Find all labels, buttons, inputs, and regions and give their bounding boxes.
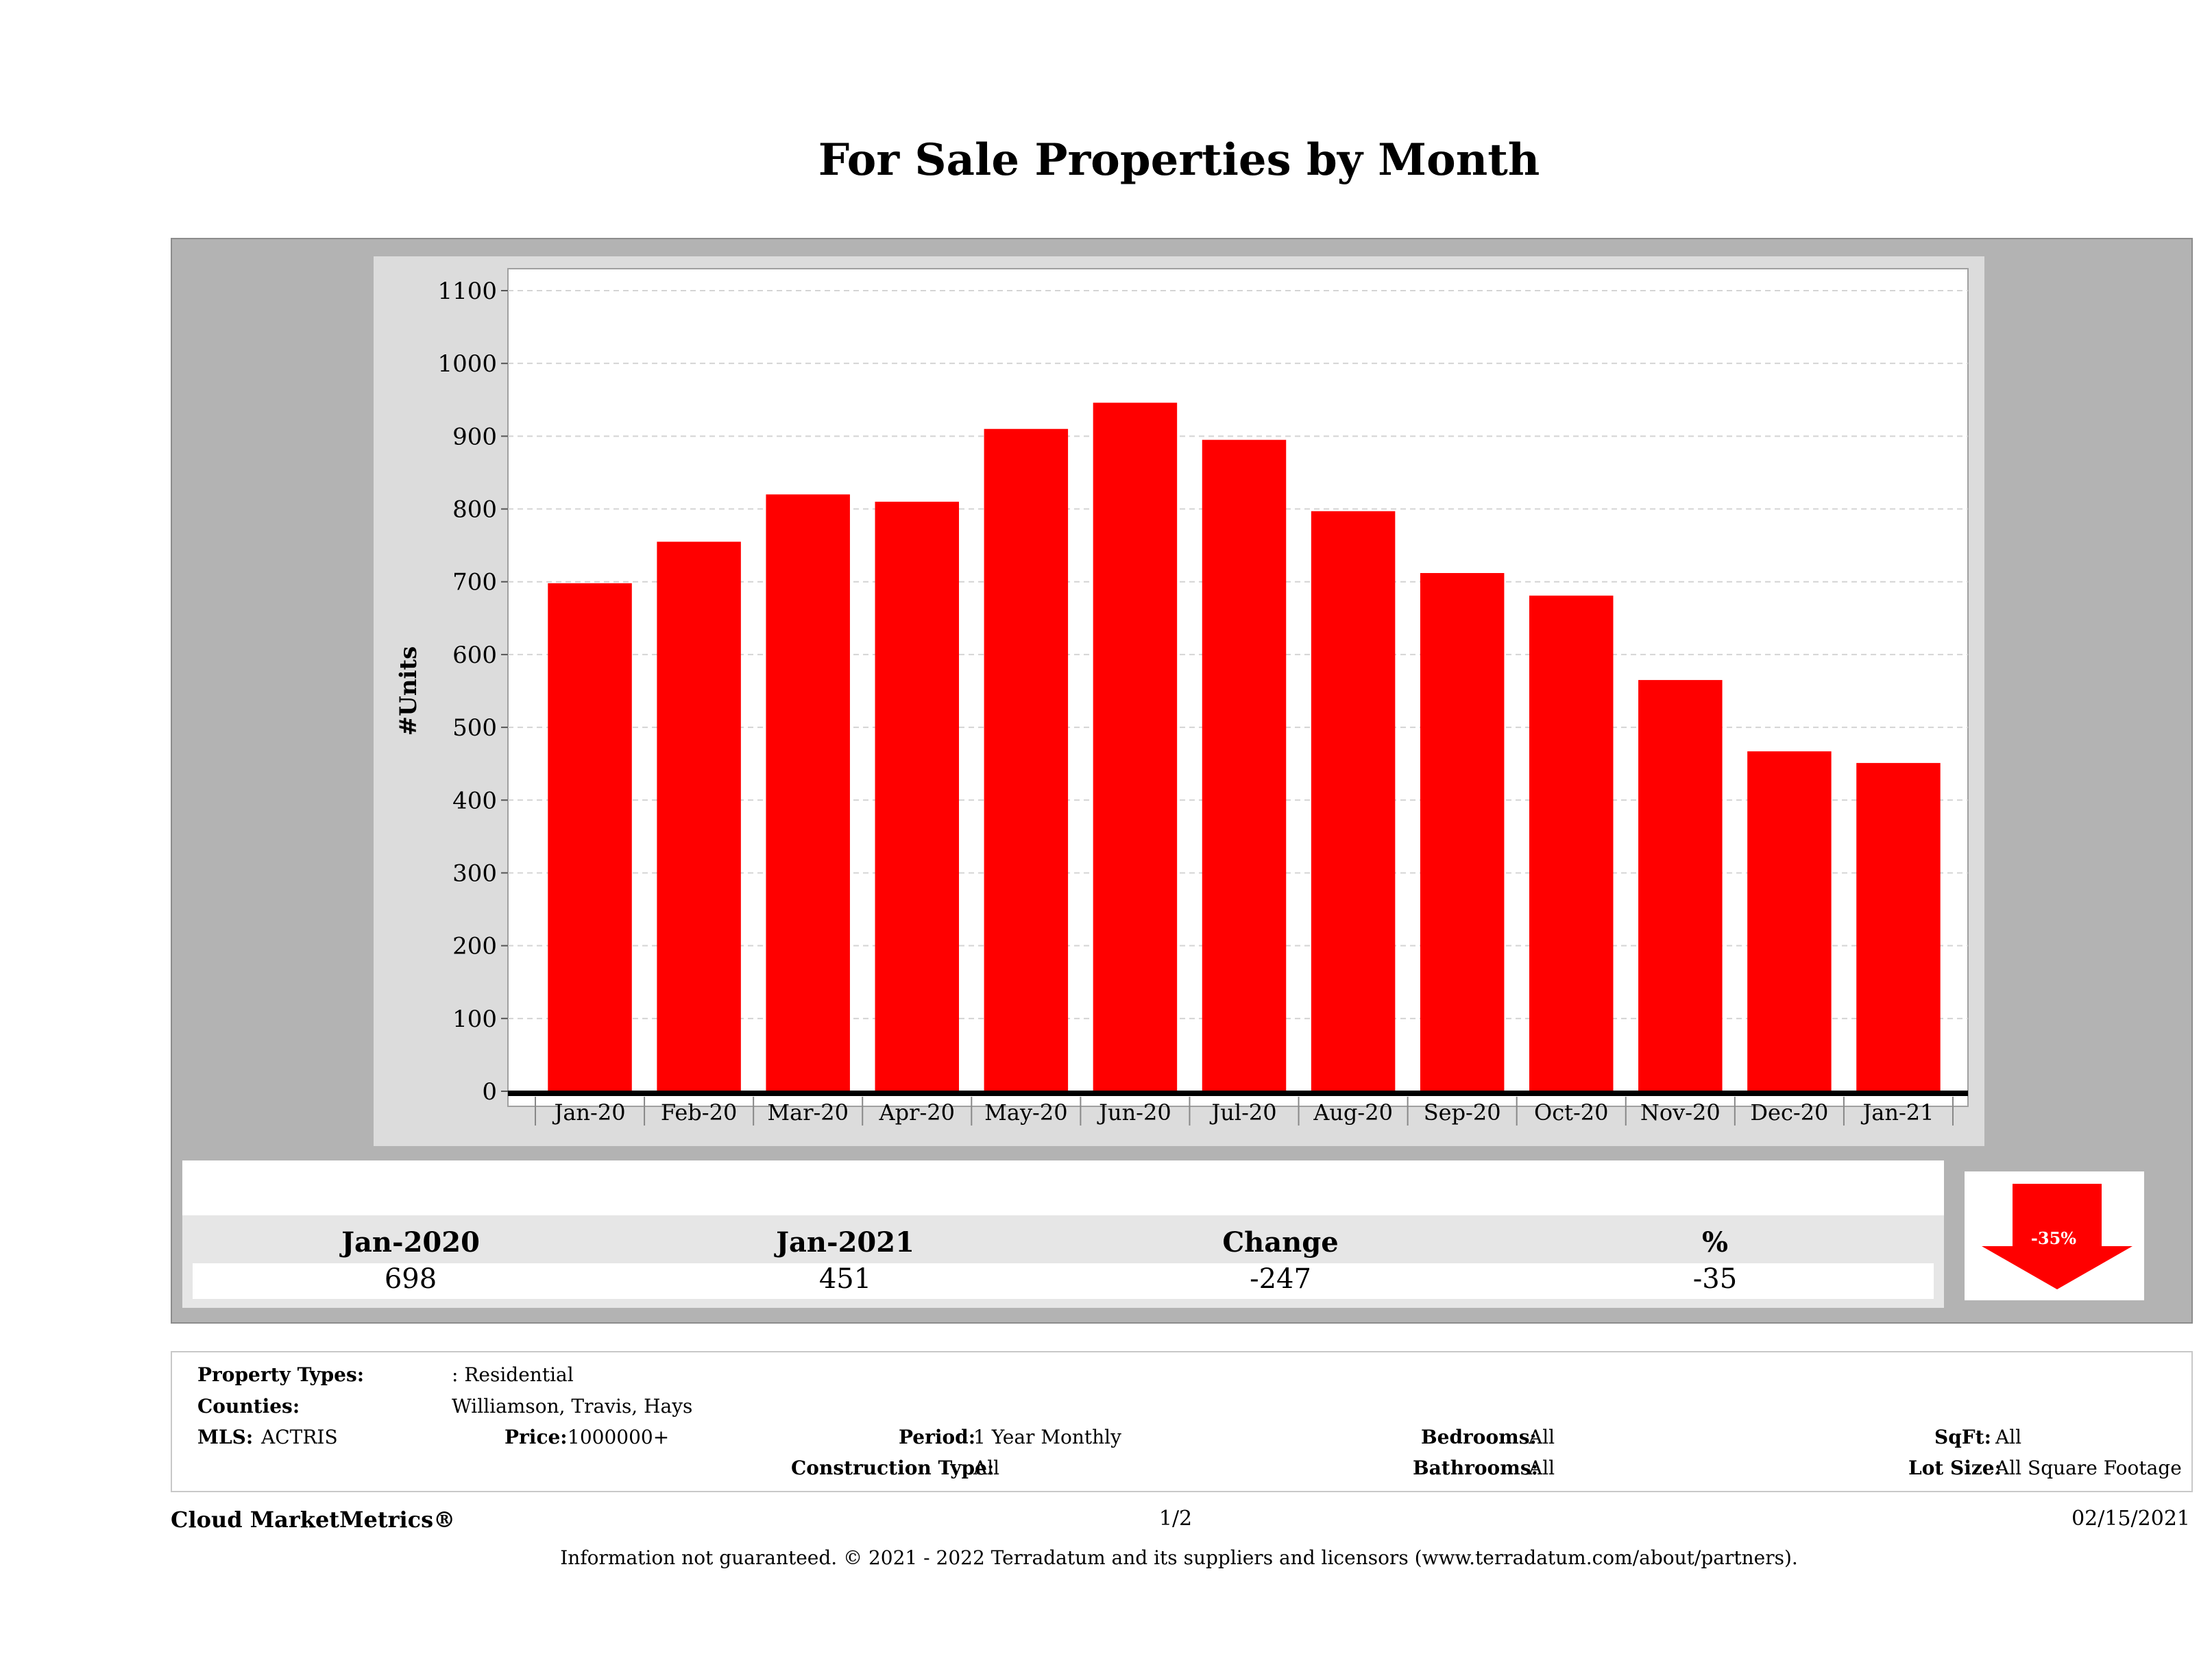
y-tick-label: 100 [452, 1006, 497, 1033]
x-tick-label: Jul-20 [1209, 1099, 1276, 1126]
report-criteria: Property Types: : Residential Counties: … [171, 1351, 2193, 1492]
x-tick-label: Nov-20 [1640, 1099, 1721, 1126]
y-tick-label: 200 [452, 933, 497, 960]
period-value: 1 Year Monthly [973, 1426, 1121, 1448]
period-label: Period: [899, 1426, 976, 1448]
construction-type-value: All [973, 1457, 1000, 1479]
y-tick-label: 400 [452, 787, 497, 814]
lot-size-label: Lot Size: [1908, 1457, 2002, 1479]
summary-header-percent: % [1701, 1226, 1728, 1258]
x-tick-label: Jan-21 [1860, 1099, 1934, 1126]
property-types-label: Property Types: [197, 1363, 365, 1386]
counties-value: Williamson, Travis, Hays [452, 1395, 693, 1418]
brand-name: Cloud MarketMetrics® [171, 1507, 456, 1533]
y-axis-label: #Units [395, 646, 422, 736]
change-indicator: -35% [1965, 1171, 2144, 1300]
y-tick-label: 300 [452, 860, 497, 887]
x-tick-label: Feb-20 [661, 1099, 737, 1126]
y-tick-label: 1000 [437, 350, 497, 378]
summary-header-start: Jan-2020 [341, 1226, 480, 1258]
mls-label: MLS: [197, 1426, 254, 1448]
x-tick-label: Oct-20 [1534, 1099, 1609, 1126]
report-date: 02/15/2021 [2071, 1507, 2190, 1531]
x-tick-label: May-20 [984, 1099, 1067, 1126]
price-value: 1000000+ [568, 1426, 670, 1448]
bar [766, 494, 850, 1091]
bar [1093, 402, 1178, 1091]
bar [657, 542, 741, 1091]
y-tick-label: 600 [452, 642, 497, 669]
x-tick-label: Jan-20 [552, 1099, 626, 1126]
lot-size-value: All Square Footage [1995, 1457, 2182, 1479]
summary-value-change: -247 [1250, 1263, 1311, 1295]
summary-spacer [193, 1170, 1934, 1215]
bar [984, 428, 1069, 1091]
bar [1311, 511, 1396, 1091]
bar [1529, 595, 1614, 1091]
y-tick-label: 800 [452, 496, 497, 524]
construction-type-label: Construction Type: [791, 1457, 995, 1479]
price-label: Price: [505, 1426, 568, 1448]
bar [1747, 751, 1832, 1091]
disclaimer: Information not guaranteed. © 2021 - 202… [560, 1546, 1798, 1569]
y-tick-label: 700 [452, 569, 497, 596]
summary-values-row [193, 1263, 1934, 1299]
bar [548, 583, 632, 1091]
y-tick-label: 900 [452, 423, 497, 450]
sqft-value: All [1995, 1426, 2022, 1448]
down-arrow-icon [1982, 1184, 2132, 1289]
mls-value: ACTRIS [261, 1426, 338, 1448]
summary-header-end: Jan-2021 [776, 1226, 914, 1258]
bar [1420, 572, 1505, 1091]
page-title: For Sale Properties by Month [818, 134, 1540, 186]
summary-value-percent: -35 [1692, 1263, 1738, 1295]
bathrooms-label: Bathrooms: [1413, 1457, 1538, 1479]
bedrooms-label: Bedrooms: [1421, 1426, 1537, 1448]
summary-value-end: 451 [818, 1263, 872, 1295]
x-tick-label: Jun-20 [1097, 1099, 1171, 1126]
bedrooms-value: All [1529, 1426, 1555, 1448]
bar [1638, 680, 1723, 1091]
bathrooms-value: All [1529, 1457, 1555, 1479]
x-tick-label: Sep-20 [1424, 1099, 1501, 1126]
y-tick-label: 500 [452, 714, 497, 742]
x-tick-label: Aug-20 [1313, 1099, 1393, 1126]
x-tick-label: Apr-20 [879, 1099, 955, 1126]
page-number: 1/2 [1158, 1507, 1193, 1531]
x-tick-label: Dec-20 [1750, 1099, 1828, 1126]
summary-header-change: Change [1222, 1226, 1339, 1258]
sqft-label: SqFt: [1934, 1426, 1991, 1448]
bar [875, 501, 960, 1091]
change-percent-label: -35% [2030, 1228, 2077, 1248]
counties-label: Counties: [197, 1395, 300, 1418]
y-tick-label: 1100 [437, 278, 497, 305]
x-tick-label: Mar-20 [767, 1099, 849, 1126]
property-types-value: : Residential [452, 1363, 574, 1386]
bar-chart: 0 100 200 300 400 500 600 700 800 900 1000 1100 #Uni… [395, 268, 1969, 1126]
summary-table: Jan-2020 Jan-2021 Change % 698 451 -247 … [182, 1160, 1944, 1308]
bar [1856, 763, 1941, 1091]
y-tick-label: 0 [482, 1078, 497, 1106]
bar [1202, 439, 1287, 1091]
summary-value-start: 698 [384, 1263, 437, 1295]
